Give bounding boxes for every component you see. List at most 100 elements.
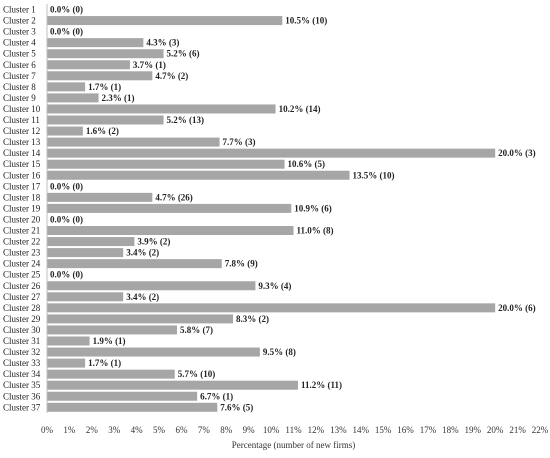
category-label: Cluster 20 <box>3 214 41 224</box>
x-tick-labels: 0% 1% 2% 3% 4% 5% 6% 7% 8% 9% 10% 11% 12% 13% 14% 15% 16… <box>41 425 549 435</box>
bar <box>47 60 130 70</box>
category-label: Cluster 23 <box>3 248 41 258</box>
bars-layer <box>47 16 496 412</box>
data-label: 9.3% (4) <box>258 281 291 291</box>
category-label: Cluster 21 <box>3 226 40 236</box>
bar <box>47 325 177 335</box>
x-tick-label: 18% <box>442 425 459 435</box>
x-tick-label: 7% <box>198 425 211 435</box>
category-label: Cluster 22 <box>3 237 40 247</box>
bar <box>47 292 124 302</box>
bar <box>47 314 233 324</box>
bar <box>47 391 198 401</box>
category-label: Cluster 4 <box>3 38 36 48</box>
bar <box>47 71 153 81</box>
data-label: 1.9% (1) <box>93 336 126 346</box>
data-label: 3.7% (1) <box>133 60 166 70</box>
category-label: Cluster 7 <box>3 71 36 81</box>
category-label: Cluster 26 <box>3 281 41 291</box>
bar <box>47 358 86 368</box>
bar <box>47 137 220 147</box>
bar <box>47 104 276 114</box>
category-label: Cluster 11 <box>3 115 40 125</box>
data-label: 2.3% (1) <box>102 93 135 103</box>
category-label: Cluster 34 <box>3 369 41 379</box>
x-tick-label: 4% <box>131 425 144 435</box>
data-label: 4.3% (3) <box>146 38 179 48</box>
data-label: 0.0% (0) <box>50 214 83 224</box>
data-label: 7.6% (5) <box>220 402 253 412</box>
data-label: 9.5% (8) <box>263 347 296 357</box>
category-label: Cluster 27 <box>3 292 41 302</box>
bar <box>47 303 496 313</box>
category-label: Cluster 33 <box>3 358 41 368</box>
x-tick-label: 3% <box>108 425 121 435</box>
x-tick-label: 13% <box>330 425 347 435</box>
data-label: 10.9% (6) <box>294 203 332 213</box>
bar <box>47 170 350 180</box>
x-tick-label: 20% <box>487 425 504 435</box>
bar <box>47 369 175 379</box>
x-tick-label: 8% <box>220 425 233 435</box>
bar <box>47 82 86 92</box>
bar <box>47 126 83 136</box>
bar <box>47 347 260 357</box>
bar <box>47 281 256 291</box>
x-tick-label: 22% <box>532 425 549 435</box>
data-label: 20.0% (6) <box>498 303 536 313</box>
bar <box>47 226 294 235</box>
bar <box>47 38 144 48</box>
bar <box>47 259 222 269</box>
x-tick-label: 10% <box>263 425 280 435</box>
data-label: 3.4% (2) <box>126 248 159 258</box>
data-label: 6.7% (1) <box>200 391 233 401</box>
data-label: 5.2% (13) <box>167 115 205 125</box>
category-label: Cluster 15 <box>3 159 41 169</box>
value-labels: 0.0% (0)10.5% (10)0.0% (0)4.3% (3)5.2% (… <box>50 5 536 413</box>
x-tick-label: 1% <box>63 425 76 435</box>
data-label: 7.7% (3) <box>223 137 256 147</box>
data-label: 0.0% (0) <box>50 181 83 191</box>
bar <box>47 16 283 26</box>
category-label: Cluster 25 <box>3 270 41 280</box>
x-tick-label: 9% <box>243 425 256 435</box>
bar <box>47 402 218 412</box>
bar <box>47 336 90 346</box>
data-label: 11.2% (11) <box>301 380 342 390</box>
data-label: 1.7% (1) <box>88 358 121 368</box>
x-tick-label: 5% <box>153 425 166 435</box>
bar <box>47 380 298 390</box>
category-label: Cluster 9 <box>3 93 36 103</box>
x-tick-label: 2% <box>86 425 99 435</box>
x-tick-label: 17% <box>420 425 437 435</box>
x-tick-label: 19% <box>465 425 482 435</box>
category-label: Cluster 8 <box>3 82 36 92</box>
x-tick-label: 16% <box>397 425 414 435</box>
data-label: 0.0% (0) <box>50 5 83 15</box>
bar <box>47 49 164 59</box>
category-label: Cluster 19 <box>3 203 41 213</box>
category-label: Cluster 28 <box>3 303 41 313</box>
category-label: Cluster 35 <box>3 380 41 390</box>
category-label: Cluster 36 <box>3 391 41 401</box>
data-label: 1.6% (2) <box>86 126 119 136</box>
bar <box>47 237 135 247</box>
category-label: Cluster 30 <box>3 325 41 335</box>
data-label: 3.4% (2) <box>126 292 159 302</box>
data-label: 4.7% (26) <box>155 192 193 202</box>
data-label: 0.0% (0) <box>50 27 83 37</box>
data-label: 5.7% (10) <box>178 369 216 379</box>
x-tick-label: 21% <box>509 425 526 435</box>
data-label: 5.2% (6) <box>167 49 200 59</box>
category-label: Cluster 24 <box>3 259 41 269</box>
data-label: 13.5% (10) <box>353 170 395 180</box>
category-label: Cluster 6 <box>3 60 36 70</box>
x-tick-label: 11% <box>285 425 302 435</box>
category-label: Cluster 18 <box>3 192 41 202</box>
category-label: Cluster 13 <box>3 137 41 147</box>
data-label: 20.0% (3) <box>498 148 536 158</box>
category-label: Cluster 17 <box>3 181 41 191</box>
data-label: 4.7% (2) <box>155 71 188 81</box>
